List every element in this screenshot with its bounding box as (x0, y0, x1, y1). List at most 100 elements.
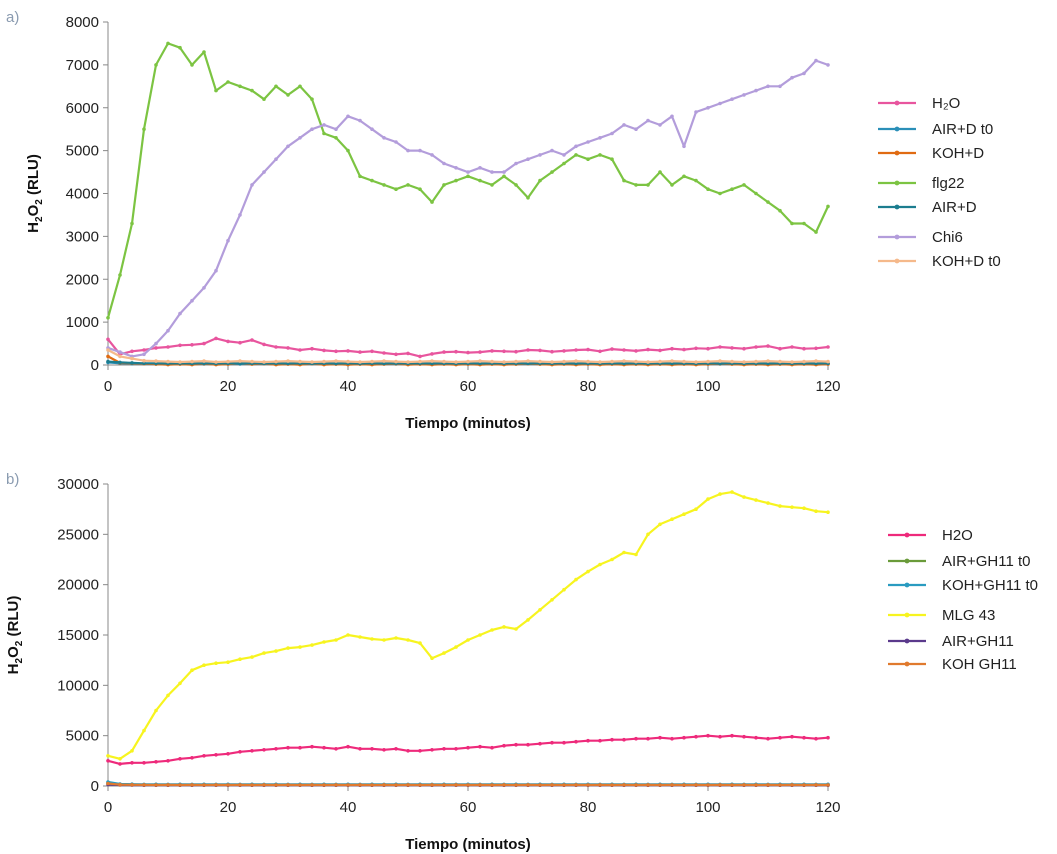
data-point (298, 359, 302, 364)
data-point (754, 345, 758, 349)
data-point (262, 97, 266, 101)
data-point (298, 745, 302, 750)
data-point (406, 148, 410, 153)
data-point (202, 50, 206, 54)
data-point (130, 761, 134, 765)
data-point (346, 114, 350, 119)
panel-label-b: b) (6, 471, 19, 488)
data-point (562, 161, 566, 166)
y-tick-label: 7000 (66, 57, 99, 74)
data-point (610, 347, 614, 351)
data-point (454, 166, 458, 170)
data-point (502, 360, 506, 364)
data-point (178, 45, 182, 50)
data-point (514, 183, 518, 187)
legend-marker (894, 126, 900, 132)
data-point (202, 341, 206, 346)
data-point (778, 346, 782, 351)
data-point (406, 360, 410, 364)
data-point (718, 345, 722, 349)
data-point (502, 743, 506, 748)
data-point (154, 63, 158, 67)
data-point (178, 311, 182, 316)
data-point (742, 93, 746, 97)
data-point (454, 360, 458, 364)
plot-area-b (106, 490, 830, 787)
series-line (107, 734, 829, 766)
data-point (334, 359, 338, 363)
data-point (514, 161, 518, 166)
data-point (490, 745, 494, 750)
data-point (622, 348, 626, 352)
data-point (730, 97, 734, 101)
data-point (214, 360, 218, 364)
data-point (130, 361, 134, 365)
data-point (814, 509, 818, 513)
data-point (430, 359, 434, 363)
data-point (190, 359, 194, 364)
data-point (118, 354, 122, 359)
data-point (298, 84, 302, 89)
data-point (586, 347, 590, 352)
data-point (622, 123, 626, 127)
data-point (478, 166, 482, 170)
data-point (142, 783, 146, 787)
data-point (538, 178, 542, 183)
data-point (442, 651, 446, 655)
data-point (190, 298, 194, 303)
x-axis-title-b: Tiempo (minutos) (405, 836, 531, 853)
y-tick-label: 2000 (66, 271, 99, 288)
data-point (118, 273, 122, 277)
y-tick-label: 0 (91, 778, 99, 795)
data-point (226, 752, 230, 756)
y-axis-title-b: H2O2 (RLU) (5, 596, 25, 675)
data-point (634, 349, 638, 353)
data-point (514, 359, 518, 364)
data-point (718, 783, 722, 787)
data-point (286, 783, 290, 787)
data-point (334, 638, 338, 642)
data-point (418, 354, 422, 359)
data-point (670, 359, 674, 363)
legend-item: KOH+D (878, 145, 984, 162)
data-point (142, 358, 146, 363)
data-point (502, 170, 506, 174)
data-point (238, 213, 242, 217)
data-point (334, 127, 338, 131)
data-point (706, 359, 710, 364)
legend-label: H₂O (932, 95, 960, 112)
data-point (694, 734, 698, 739)
data-point (358, 350, 362, 354)
data-point (202, 754, 206, 758)
data-point (802, 346, 806, 351)
legend-marker (904, 612, 910, 618)
data-point (586, 140, 590, 144)
data-point (154, 346, 158, 350)
data-point (598, 562, 602, 567)
data-point (442, 161, 446, 166)
data-point (610, 737, 614, 742)
x-tick-label: 100 (695, 378, 720, 395)
data-point (442, 350, 446, 354)
data-point (706, 497, 710, 501)
data-point (454, 178, 458, 183)
legend-item: AIR+GH11 (888, 633, 1014, 650)
data-point (526, 359, 530, 363)
data-point (142, 761, 146, 765)
series-flg22 (106, 41, 830, 320)
legend-marker (904, 532, 910, 538)
data-point (706, 783, 710, 787)
data-point (586, 783, 590, 787)
series-chi6 (106, 58, 830, 359)
legend-item: KOH+GH11 t0 (888, 577, 1038, 594)
data-point (550, 170, 554, 174)
data-point (322, 783, 326, 787)
data-point (382, 183, 386, 187)
data-point (238, 783, 242, 787)
data-point (466, 638, 470, 642)
data-point (106, 359, 110, 364)
data-point (178, 783, 182, 787)
data-point (646, 347, 650, 352)
data-point (406, 783, 410, 787)
data-point (454, 783, 458, 787)
